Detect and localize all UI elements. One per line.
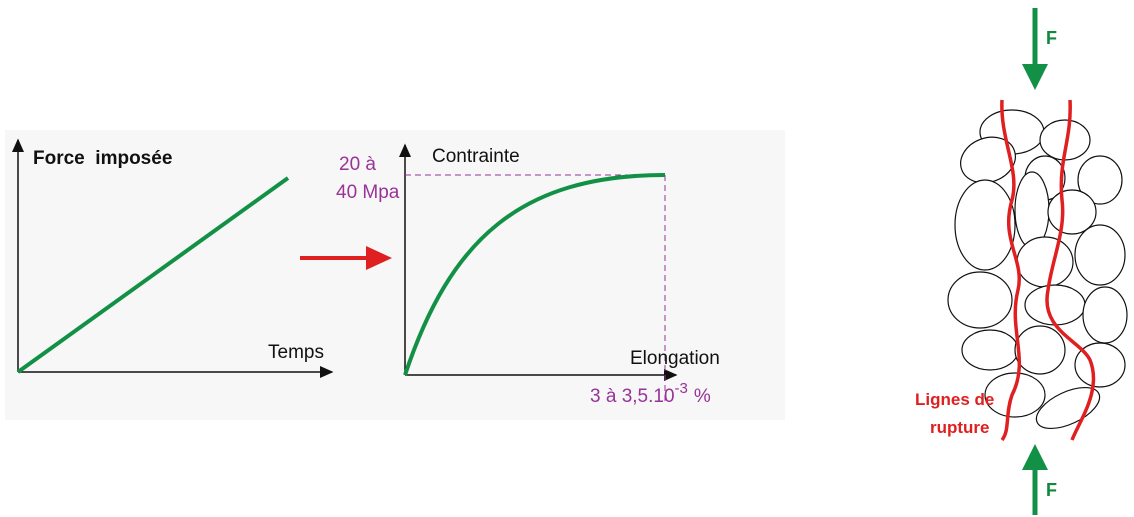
y-label: Force imposée [33,148,172,169]
x-value-exponent: -3 [675,380,688,397]
crack-label: rupture [930,418,990,437]
force-label: F [1046,480,1057,500]
force-label: F [1046,28,1057,48]
y-label: Contrainte [432,146,520,167]
stone-specimen [948,110,1127,437]
diagram: Force imposée Temps Contrainte 20 à 40 M… [0,0,1134,517]
x-value-unit: % [694,386,711,407]
y-value: 20 à [339,154,376,175]
y-value: 40 Mpa [336,182,400,203]
background-panel [5,130,785,420]
crack-label: Lignes de [915,390,994,409]
x-label: Temps [268,342,324,363]
x-label: Elongation [630,348,720,369]
x-value-base: 3 à 3,5.10 [590,386,675,407]
